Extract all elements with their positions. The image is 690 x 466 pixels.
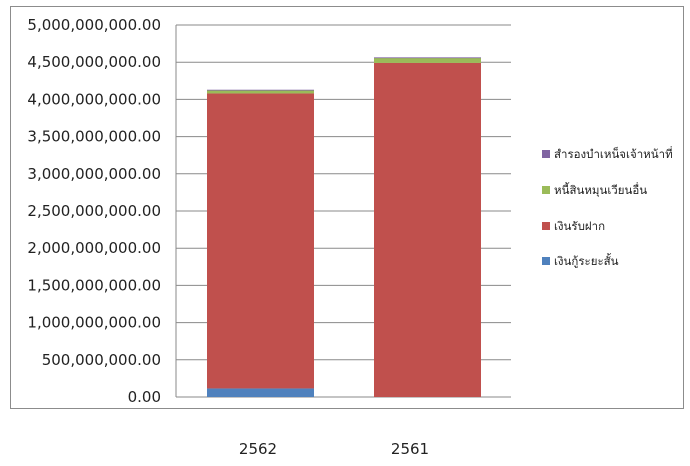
y-tick-label: 5,000,000,000.00 bbox=[27, 16, 161, 34]
legend-label: เงินรับฝาก bbox=[554, 219, 605, 233]
x-tick-label-2561: 2561 bbox=[390, 440, 430, 458]
y-tick-label: 1,500,000,000.00 bbox=[27, 276, 161, 294]
bar-2562-series-3 bbox=[207, 89, 314, 91]
y-tick-label: 0.00 bbox=[128, 388, 161, 406]
bar-2561-series-1 bbox=[374, 62, 481, 397]
bar-2562-series-2 bbox=[207, 90, 314, 94]
y-tick-label: 2,000,000,000.00 bbox=[27, 239, 161, 257]
x-tick-label-2562: 2562 bbox=[238, 440, 278, 458]
y-tick-label: 2,500,000,000.00 bbox=[27, 202, 161, 220]
bar-2562-series-0 bbox=[207, 388, 314, 397]
legend-swatch bbox=[542, 150, 550, 158]
y-tick-label: 500,000,000.00 bbox=[42, 351, 161, 369]
y-tick-label: 3,000,000,000.00 bbox=[27, 165, 161, 183]
y-tick-label: 4,000,000,000.00 bbox=[27, 90, 161, 108]
bar-2562-series-1 bbox=[207, 93, 314, 389]
chart-plot: 0.00 500,000,000.00 1,000,000,000.00 1,500,… bbox=[27, 16, 673, 406]
chart-frame: 0.00 500,000,000.00 1,000,000,000.00 1,500,… bbox=[10, 6, 684, 409]
y-tick-label: 3,500,000,000.00 bbox=[27, 128, 161, 146]
legend-label: สำรองบำเหน็จเจ้าหน้าที่ bbox=[554, 146, 673, 161]
legend-swatch bbox=[542, 257, 550, 265]
legend-swatch bbox=[542, 186, 550, 194]
legend-label: หนี้สินหมุนเวียนอื่น bbox=[554, 182, 647, 197]
y-tick-label: 1,000,000,000.00 bbox=[27, 314, 161, 332]
legend-label: เงินกู้ระยะสั้น bbox=[554, 253, 619, 268]
bar-2561-series-2 bbox=[374, 57, 481, 63]
bar-2561-series-3 bbox=[374, 57, 481, 59]
legend-swatch bbox=[542, 222, 550, 230]
y-tick-label: 4,500,000,000.00 bbox=[27, 53, 161, 71]
